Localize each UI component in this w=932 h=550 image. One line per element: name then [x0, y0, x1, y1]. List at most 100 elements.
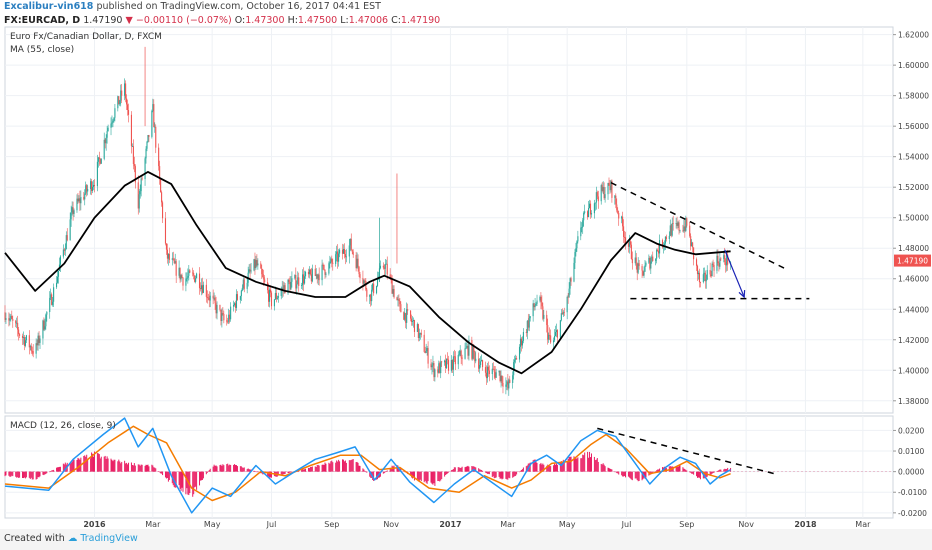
- candle-body: [691, 242, 693, 247]
- candle-body: [242, 279, 244, 288]
- candle-body: [264, 279, 266, 283]
- macd-histogram-bar: [676, 466, 678, 472]
- macd-histogram-bar: [390, 467, 392, 472]
- macd-histogram-bar: [57, 467, 59, 472]
- candle-body: [699, 282, 701, 283]
- macd-histogram-bar: [420, 471, 422, 481]
- macd-histogram-bar: [103, 456, 105, 472]
- candle-body: [69, 219, 71, 241]
- candle-body: [138, 194, 140, 209]
- author-link[interactable]: Excalibur-vin618: [4, 1, 94, 12]
- macd-histogram-bar: [584, 452, 586, 472]
- macd-histogram-bar: [563, 461, 565, 472]
- candle-body: [46, 312, 48, 315]
- candle-body: [624, 236, 626, 238]
- candle-body: [369, 294, 371, 297]
- macd-histogram-bar: [543, 464, 545, 472]
- macd-histogram-bar: [617, 471, 619, 474]
- candle-body: [362, 278, 364, 284]
- macd-histogram-bar: [37, 471, 39, 478]
- candle-body: [703, 272, 705, 275]
- x-tick-label: Mar: [145, 520, 161, 529]
- candle-body: [66, 235, 68, 241]
- candle-body: [704, 272, 706, 282]
- candle-body: [36, 343, 38, 346]
- annotations: [597, 181, 810, 475]
- candle-body: [505, 384, 507, 387]
- macd-histogram-bar: [581, 458, 583, 472]
- macd-histogram-bar: [488, 471, 490, 475]
- candle-body: [661, 240, 664, 248]
- macd-histogram-bar: [338, 459, 340, 472]
- macd-histogram-bar: [697, 471, 699, 478]
- macd-histogram-bar: [365, 471, 367, 473]
- footer: Created with ☁ TradingView: [4, 533, 138, 544]
- candle-body: [364, 280, 366, 282]
- candle-body: [113, 117, 115, 121]
- candle-body: [595, 192, 597, 203]
- candle-body: [71, 207, 73, 213]
- macd-histogram-bar: [328, 462, 330, 472]
- candle-body: [222, 313, 224, 315]
- macd-histogram-bar: [437, 471, 439, 482]
- macd-histogram-bar: [42, 471, 44, 475]
- candle-body: [383, 267, 385, 269]
- macd-histogram-bar: [718, 470, 720, 472]
- candle-body: [182, 277, 184, 286]
- candle-body: [628, 241, 630, 247]
- macd-histogram-bar: [439, 471, 441, 482]
- candle-body: [373, 283, 375, 294]
- candle-body: [593, 203, 595, 214]
- macd-histogram-bar: [227, 463, 229, 472]
- macd-histogram-bar: [610, 469, 612, 472]
- macd-histogram-bar: [385, 471, 387, 472]
- candle-body: [256, 260, 258, 266]
- candle-body: [547, 325, 549, 340]
- candle-body: [112, 120, 114, 123]
- macd-histogram-bar: [692, 471, 694, 474]
- candle-body: [657, 249, 659, 251]
- candle-body: [403, 312, 405, 320]
- candle-body: [276, 297, 278, 300]
- macd-histogram-bar: [90, 458, 92, 472]
- candle-body: [718, 263, 720, 267]
- macd-histogram-bar: [611, 469, 613, 472]
- candle-body: [433, 363, 435, 378]
- candle-body: [376, 278, 379, 286]
- macd-histogram-bar: [205, 471, 207, 475]
- macd-histogram-bar: [726, 468, 728, 472]
- macd-histogram-bar: [709, 471, 711, 475]
- candle-body: [127, 110, 130, 115]
- candle-body: [711, 263, 713, 277]
- macd-histogram-bar: [181, 471, 183, 488]
- candle-body: [8, 318, 10, 321]
- candle-body: [695, 259, 698, 266]
- macd-histogram-bar: [100, 456, 102, 472]
- macd-histogram-bar: [62, 463, 64, 472]
- macd-histogram-bar: [187, 471, 189, 495]
- macd-histogram-bar: [386, 470, 388, 472]
- macd-histogram-bar: [468, 466, 470, 472]
- candle-body: [644, 265, 646, 272]
- price-y-tick-label: 1.54000: [898, 153, 929, 162]
- tradingview-brand[interactable]: TradingView: [80, 533, 138, 544]
- macd-histogram-bar: [316, 465, 318, 472]
- macd-histogram-bar: [655, 471, 657, 472]
- candle-body: [294, 274, 296, 279]
- macd-histogram-bar: [637, 471, 639, 482]
- candle-body: [315, 274, 317, 277]
- macd-histogram-bar: [519, 471, 521, 473]
- macd-histogram-bar: [460, 467, 462, 472]
- price-pane-frame: [4, 26, 894, 414]
- macd-histogram-bar: [178, 471, 180, 486]
- candle-body: [117, 96, 119, 109]
- macd-histogram-bar: [348, 460, 350, 472]
- candle-body: [672, 223, 674, 225]
- macd-histogram-bar: [484, 471, 486, 473]
- macd-histogram-bar: [459, 467, 461, 472]
- macd-histogram-bar: [629, 471, 631, 479]
- macd-histogram-bar: [363, 469, 365, 472]
- candle-body: [723, 255, 725, 259]
- candle-body: [676, 223, 678, 226]
